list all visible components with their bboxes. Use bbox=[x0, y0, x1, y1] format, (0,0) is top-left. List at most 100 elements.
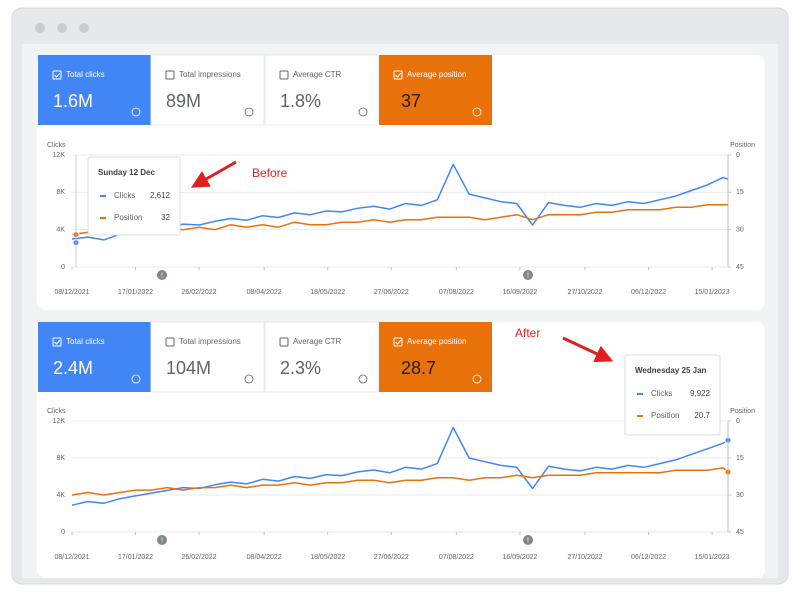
tooltip-value: 20.7 bbox=[694, 411, 710, 420]
x-tick-label: 26/02/2022 bbox=[182, 554, 217, 561]
y2-tick-label: 45 bbox=[736, 264, 744, 271]
metric-value: 2.3% bbox=[280, 358, 321, 378]
x-tick-label: 08/04/2022 bbox=[247, 554, 282, 561]
checkbox bbox=[279, 337, 289, 347]
annotation-text: Before bbox=[252, 166, 288, 180]
x-tick-label: 06/12/2022 bbox=[631, 554, 666, 561]
tooltip-value: 2,612 bbox=[150, 191, 171, 200]
x-tick-label: 15/01/2023 bbox=[695, 289, 730, 296]
x-tick-label: 27/10/2022 bbox=[568, 554, 603, 561]
tooltip bbox=[87, 156, 181, 236]
x-tick-label: 17/01/2022 bbox=[118, 554, 153, 561]
window-dot bbox=[79, 23, 89, 33]
x-tick-label: 27/06/2022 bbox=[374, 554, 409, 561]
help-icon bbox=[131, 107, 141, 117]
metric-card[interactable] bbox=[150, 54, 265, 126]
metric-label: Average position bbox=[407, 337, 466, 346]
tooltip-label: Clicks bbox=[651, 389, 672, 398]
x-tick-label: 27/10/2022 bbox=[568, 289, 603, 296]
y2-axis-title: Position bbox=[730, 408, 755, 415]
annotation-text: After bbox=[515, 326, 540, 340]
annotation-marker[interactable] bbox=[523, 270, 533, 280]
y-tick-label: 12K bbox=[53, 418, 66, 425]
annotation-arrow bbox=[190, 160, 237, 188]
x-tick-label: 07/08/2022 bbox=[439, 289, 474, 296]
metric-label: Total impressions bbox=[179, 70, 241, 79]
x-tick-label: 15/01/2023 bbox=[695, 554, 730, 561]
metric-label: Total clicks bbox=[66, 70, 105, 79]
tooltip bbox=[624, 354, 721, 436]
y-axis-title: Clicks bbox=[47, 142, 66, 149]
x-tick-label: 27/06/2022 bbox=[374, 289, 409, 296]
checkbox bbox=[279, 70, 289, 80]
metric-value: 28.7 bbox=[401, 358, 436, 378]
y-tick-label: 4K bbox=[56, 227, 65, 234]
checkbox bbox=[165, 70, 175, 80]
x-tick-label: 16/09/2022 bbox=[502, 289, 537, 296]
annotation-marker[interactable] bbox=[157, 270, 167, 280]
x-tick-label: 26/02/2022 bbox=[182, 289, 217, 296]
x-tick-label: 17/01/2022 bbox=[118, 289, 153, 296]
checkbox bbox=[393, 337, 403, 347]
tooltip-title: Wednesday 25 Jan bbox=[635, 366, 707, 375]
annotation-marker-icon: ! bbox=[527, 272, 529, 279]
y-tick-label: 8K bbox=[56, 189, 65, 196]
help-icon bbox=[244, 107, 254, 117]
y-tick-label: 0 bbox=[61, 529, 65, 536]
annotation-marker-icon: ! bbox=[161, 272, 163, 279]
y2-tick-label: 0 bbox=[736, 418, 740, 425]
y2-axis-title: Position bbox=[730, 142, 755, 149]
x-tick-label: 07/08/2022 bbox=[439, 554, 474, 561]
metric-value: 104M bbox=[166, 358, 211, 378]
y-tick-label: 12K bbox=[53, 152, 66, 159]
y-tick-label: 8K bbox=[56, 455, 65, 462]
metric-value: 1.8% bbox=[280, 91, 321, 111]
y2-tick-label: 0 bbox=[736, 152, 740, 159]
annotation-marker-icon: ! bbox=[527, 537, 529, 544]
annotation-marker-icon: ! bbox=[161, 537, 163, 544]
metric-label: Total impressions bbox=[179, 337, 241, 346]
metric-value: 37 bbox=[401, 91, 421, 111]
metric-card[interactable] bbox=[379, 55, 492, 125]
y2-tick-label: 15 bbox=[736, 455, 744, 462]
y-tick-label: 0 bbox=[61, 264, 65, 271]
x-tick-label: 16/09/2022 bbox=[502, 554, 537, 561]
x-tick-label: 08/04/2022 bbox=[247, 289, 282, 296]
y-axis-title: Clicks bbox=[47, 408, 66, 415]
y2-tick-label: 30 bbox=[736, 492, 744, 499]
x-tick-label: 06/12/2022 bbox=[631, 289, 666, 296]
tooltip-value: 32 bbox=[161, 213, 170, 222]
x-tick-label: 08/12/2021 bbox=[54, 554, 89, 561]
checkbox bbox=[165, 337, 175, 347]
help-icon bbox=[131, 374, 141, 384]
checkbox-tick bbox=[395, 72, 402, 78]
tooltip-label: Position bbox=[114, 213, 142, 222]
checkbox-tick bbox=[395, 339, 402, 345]
annotation-arrow bbox=[562, 336, 614, 363]
annotation-marker[interactable] bbox=[523, 535, 533, 545]
metric-value: 89M bbox=[166, 91, 201, 111]
help-icon bbox=[472, 374, 482, 384]
metric-label: Average position bbox=[407, 70, 466, 79]
series-line bbox=[71, 426, 729, 506]
metric-label: Average CTR bbox=[293, 337, 342, 346]
metric-value: 1.6M bbox=[53, 91, 93, 111]
metric-label: Total clicks bbox=[66, 337, 105, 346]
x-tick-label: 18/05/2022 bbox=[310, 289, 345, 296]
checkbox bbox=[52, 70, 62, 80]
help-icon bbox=[358, 107, 368, 117]
tooltip-label: Position bbox=[651, 411, 679, 420]
y2-tick-label: 45 bbox=[736, 529, 744, 536]
series-line bbox=[71, 204, 728, 236]
tooltip-title: Sunday 12 Dec bbox=[98, 168, 155, 177]
checkbox bbox=[52, 337, 62, 347]
window-dot bbox=[35, 23, 45, 33]
tooltip-label: Clicks bbox=[114, 191, 135, 200]
metric-value: 2.4M bbox=[53, 358, 93, 378]
help-icon bbox=[244, 374, 254, 384]
y2-tick-label: 15 bbox=[736, 189, 744, 196]
x-tick-label: 08/12/2021 bbox=[54, 289, 89, 296]
annotation-marker[interactable] bbox=[157, 535, 167, 545]
checkbox bbox=[393, 70, 403, 80]
metric-label: Average CTR bbox=[293, 70, 342, 79]
